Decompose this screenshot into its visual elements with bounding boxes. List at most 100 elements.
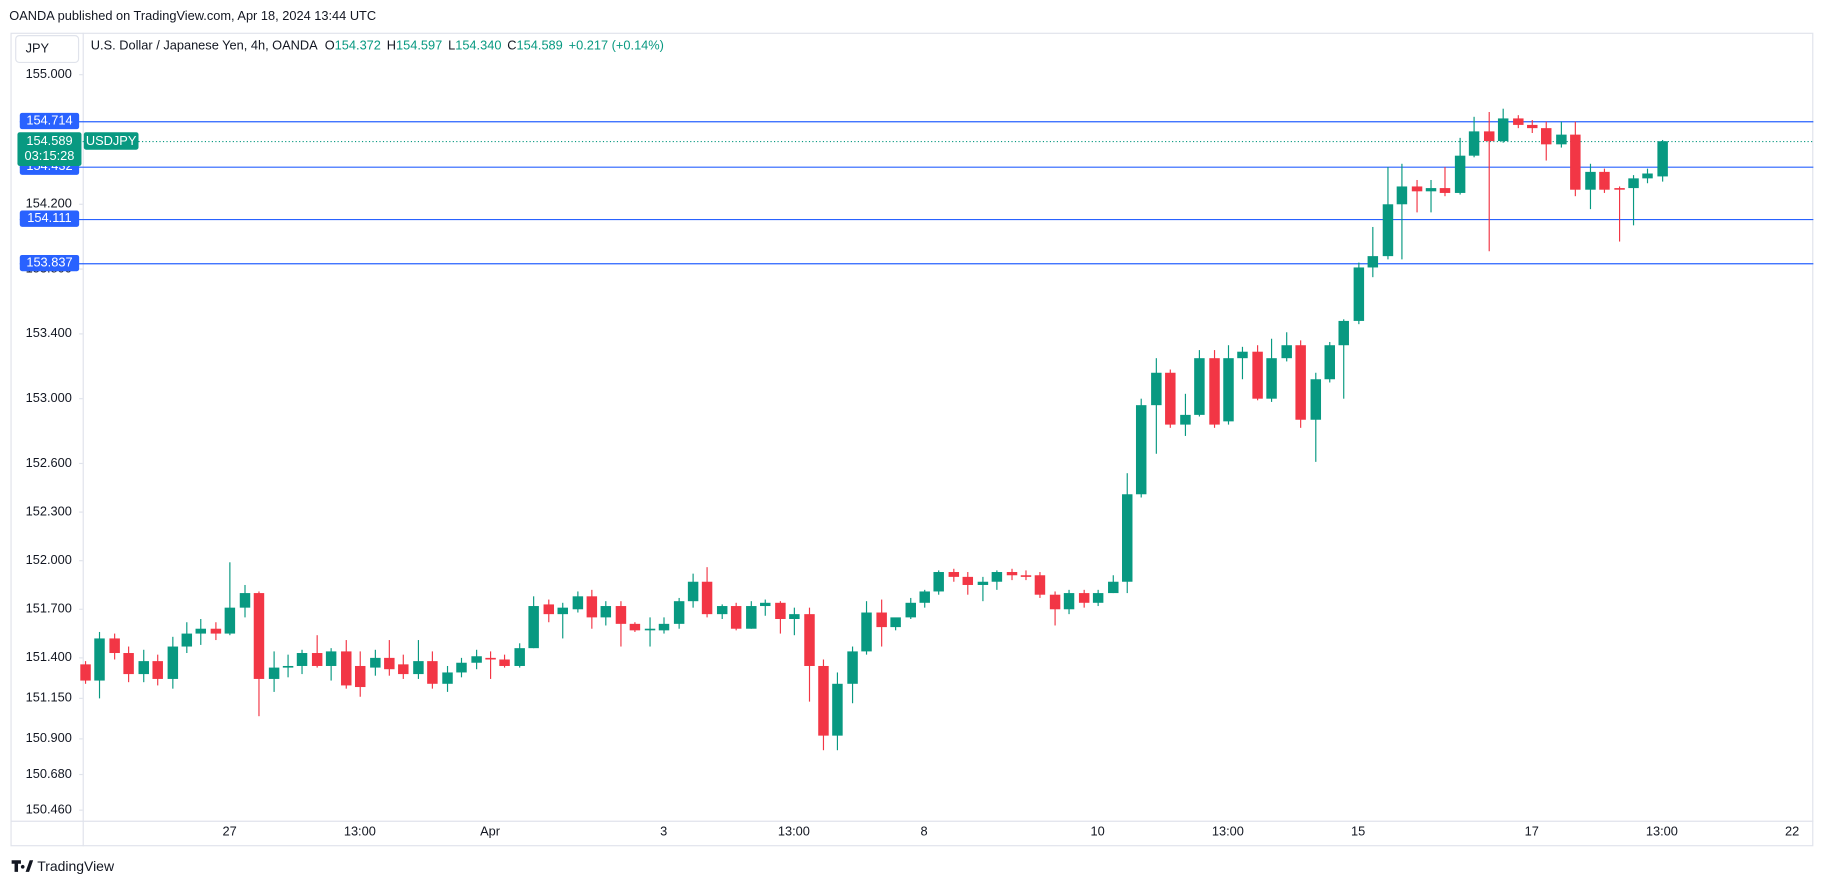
candle-body bbox=[962, 576, 974, 585]
x-tick-label: 13:00 bbox=[778, 824, 810, 839]
candle-body bbox=[1266, 358, 1277, 399]
candle-body bbox=[1396, 186, 1408, 205]
candle-body bbox=[1237, 351, 1248, 359]
candle-body bbox=[398, 664, 409, 675]
candle-body bbox=[138, 661, 149, 675]
candle-body bbox=[1180, 414, 1191, 425]
candle-body bbox=[615, 606, 627, 624]
candle-body bbox=[1614, 188, 1625, 190]
candle-body bbox=[370, 657, 381, 668]
x-tick-label: Apr bbox=[480, 824, 501, 839]
candle-body bbox=[1439, 188, 1451, 193]
y-tick-label: 155.000 bbox=[26, 66, 72, 81]
candle-body bbox=[933, 572, 944, 592]
x-tick-label: 10 bbox=[1091, 824, 1105, 839]
candle-body bbox=[730, 606, 742, 629]
x-tick-label: 15 bbox=[1351, 824, 1365, 839]
candle-body bbox=[442, 672, 453, 684]
candle-body bbox=[1353, 267, 1365, 321]
candle-body bbox=[600, 606, 612, 618]
candle-body bbox=[123, 653, 134, 675]
candle-body bbox=[1092, 593, 1104, 603]
legend-key: H bbox=[387, 38, 396, 53]
candle-body bbox=[224, 607, 236, 634]
level-label-box bbox=[19, 254, 80, 272]
candle-body bbox=[1209, 358, 1220, 425]
candle-body bbox=[586, 596, 598, 618]
y-tick-label: 150.460 bbox=[26, 802, 72, 817]
level-label-box bbox=[19, 112, 80, 130]
candle-body bbox=[1034, 575, 1046, 595]
candle-body bbox=[687, 581, 699, 602]
x-tick-label: 13:00 bbox=[1646, 824, 1678, 839]
level-label: 154.714 bbox=[26, 112, 72, 127]
candle-body bbox=[427, 661, 438, 684]
candle-body bbox=[1425, 188, 1437, 192]
candle-body bbox=[1338, 320, 1349, 346]
candle-body bbox=[847, 651, 858, 684]
candle-body bbox=[1006, 572, 1018, 576]
legend-value: 154.340 bbox=[455, 38, 501, 53]
candle-body bbox=[832, 683, 843, 736]
candle-body bbox=[1541, 128, 1552, 145]
candle-body bbox=[1223, 358, 1234, 422]
candle-body bbox=[1165, 372, 1176, 425]
candle-body bbox=[644, 628, 656, 631]
candle-body bbox=[1657, 141, 1668, 177]
candle-body bbox=[1642, 173, 1653, 179]
legend-title: U.S. Dollar / Japanese Yen, 4h, OANDA bbox=[91, 38, 318, 53]
candle-body bbox=[1527, 124, 1538, 129]
candle-body bbox=[1252, 351, 1263, 399]
candle-body bbox=[311, 653, 323, 666]
candle-body bbox=[1483, 131, 1495, 142]
candle-body bbox=[1135, 405, 1147, 495]
y-tick-label: 152.000 bbox=[26, 552, 72, 567]
footer-brand: TradingView bbox=[37, 858, 115, 874]
y-tick-label: 152.600 bbox=[26, 455, 72, 470]
currency-label[interactable]: JPY bbox=[26, 40, 50, 55]
candle-body bbox=[152, 661, 163, 679]
candle-body bbox=[181, 633, 193, 647]
candle-body bbox=[80, 664, 91, 681]
candle-body bbox=[268, 667, 280, 679]
plot bbox=[19, 108, 1814, 751]
candle-body bbox=[354, 665, 366, 688]
y-tick-label: 153.000 bbox=[26, 390, 72, 405]
candle-body bbox=[572, 596, 584, 610]
currency-button[interactable] bbox=[15, 35, 80, 63]
candle-body bbox=[804, 614, 815, 666]
candle-body bbox=[948, 572, 960, 577]
y-tick-label: 152.300 bbox=[26, 503, 72, 518]
level-label-box bbox=[19, 210, 80, 227]
candle-body bbox=[471, 656, 482, 663]
level-label: 153.837 bbox=[26, 254, 72, 269]
candle-body bbox=[210, 628, 222, 634]
candle-body bbox=[1108, 581, 1119, 594]
legend-value: 154.372 bbox=[335, 38, 381, 53]
level-label: 154.111 bbox=[27, 210, 71, 225]
candle-body bbox=[876, 612, 887, 628]
candle-body bbox=[1570, 134, 1581, 190]
publisher-note: OANDA published on TradingView.com, Apr … bbox=[9, 8, 376, 23]
candle-body bbox=[1454, 155, 1466, 193]
legend-key: O bbox=[325, 38, 335, 53]
candle-body bbox=[746, 606, 757, 629]
y-tick-label: 153.400 bbox=[26, 325, 72, 340]
last-price-box bbox=[17, 132, 82, 166]
candle-body bbox=[167, 646, 179, 679]
candle-body bbox=[1497, 118, 1509, 142]
candle-body bbox=[543, 604, 555, 615]
candle-body bbox=[1411, 186, 1423, 192]
candle-body bbox=[239, 593, 251, 608]
legend-key: C bbox=[507, 38, 516, 53]
candle-body bbox=[716, 606, 728, 615]
candle-body bbox=[1513, 118, 1524, 125]
candle-body bbox=[1367, 256, 1379, 268]
candle-body bbox=[1324, 345, 1335, 380]
candle-body bbox=[890, 617, 901, 628]
candle-body bbox=[109, 638, 120, 654]
candle-body bbox=[1122, 494, 1133, 582]
x-tick-label: 17 bbox=[1525, 824, 1539, 839]
candle-body bbox=[977, 581, 989, 585]
x-tick-label: 8 bbox=[921, 824, 928, 839]
